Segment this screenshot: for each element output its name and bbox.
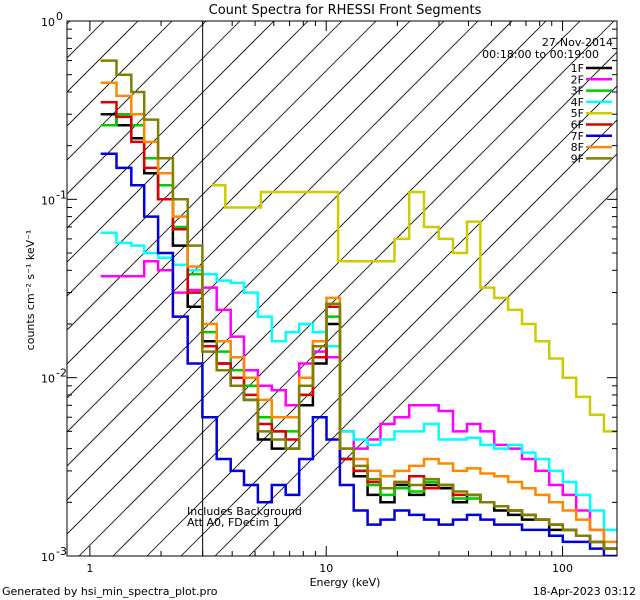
hatch-line (146, 85, 617, 556)
series-line-1F (100, 112, 617, 550)
legend-label-1F: 1F (571, 62, 584, 75)
hatch-line (67, 21, 241, 195)
y-tick-label: 10 (41, 194, 55, 207)
series-line-6F (100, 101, 617, 550)
series-line-3F (100, 112, 617, 550)
hatch-line (67, 21, 547, 501)
series-line-7F (100, 152, 617, 556)
series-line-9F (100, 59, 617, 550)
y-tick-label: 10 (41, 551, 55, 564)
hatch-line (67, 21, 275, 229)
hatch-line (67, 21, 445, 399)
hatch-line (67, 21, 173, 127)
y-axis-label: counts cm⁻² s⁻¹ keV⁻¹ (24, 230, 37, 351)
y-tick-exponent: 0 (56, 10, 63, 23)
axis-ticks (67, 21, 617, 557)
time-range-label: 00:18:00 to 00:19:00 (482, 48, 599, 61)
y-tick-exponent: -3 (56, 545, 67, 558)
hatch-line (67, 21, 581, 535)
hatch-line (67, 21, 377, 331)
plot-frame (66, 20, 618, 557)
hatch-line (67, 21, 343, 297)
x-tick-label: 10 (319, 562, 333, 575)
legend-label-4F: 4F (571, 96, 584, 109)
footer-timestamp: 18-Apr-2023 03:12 (533, 585, 636, 598)
hatch-line (0, 21, 2, 556)
x-axis-label: Energy (keV) (310, 576, 381, 589)
y-tick-exponent: -2 (56, 367, 67, 380)
legend-label-6F: 6F (571, 119, 584, 132)
hatch-line (180, 119, 617, 556)
y-tick-label: 10 (41, 373, 55, 386)
x-tick-label: 1 (86, 562, 93, 575)
hatched-region (0, 21, 617, 556)
hatch-line (67, 21, 309, 263)
hatch-line (248, 187, 617, 556)
legend-label-7F: 7F (571, 130, 584, 143)
hatch-line (78, 21, 615, 556)
chart-title: Count Spectra for RHESSI Front Segments (209, 3, 482, 18)
annotation-background: Includes Background (187, 505, 302, 518)
series-line-4F (100, 231, 617, 532)
legend-label-8F: 8F (571, 141, 584, 154)
legend-label-9F: 9F (571, 152, 584, 165)
footer-generator: Generated by hsi_min_spectra_plot.pro (2, 585, 218, 598)
legend-label-2F: 2F (571, 73, 584, 86)
x-tick-label: 100 (552, 562, 573, 575)
y-tick-exponent: -1 (56, 188, 67, 201)
hatch-line (67, 21, 479, 433)
series-layer (100, 59, 617, 556)
series-line-8F (100, 81, 617, 544)
hatch-line (112, 51, 617, 556)
hatch-line (67, 21, 105, 59)
date-label: 27-Nov-2014 (542, 36, 613, 49)
series-line-5F (211, 183, 617, 433)
hatch-line (67, 21, 411, 365)
series-line-2F (100, 259, 617, 550)
legend-label-5F: 5F (571, 107, 584, 120)
legend-label-3F: 3F (571, 85, 584, 98)
y-tick-label: 10 (41, 16, 55, 29)
hatch-line (67, 21, 513, 467)
annotation-attenuator: Att A0, FDecim 1 (187, 516, 280, 529)
